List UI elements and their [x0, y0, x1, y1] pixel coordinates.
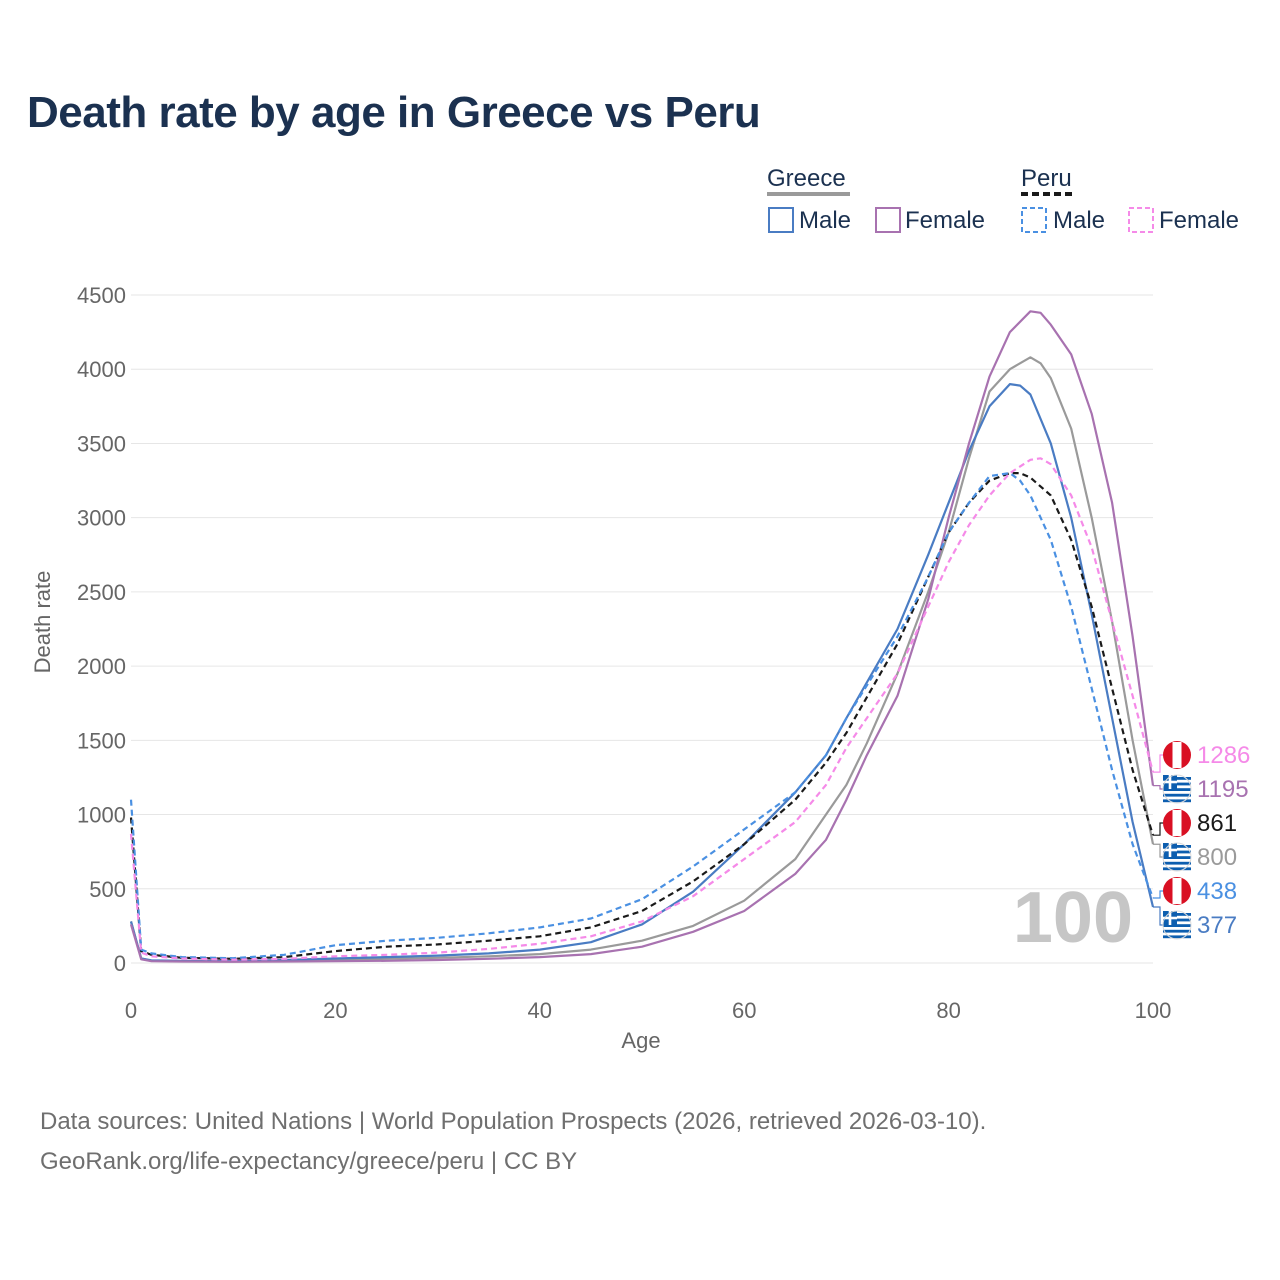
legend-peru-female-swatch[interactable]: [1128, 207, 1154, 233]
y-tick-label: 1500: [77, 728, 126, 753]
y-tick-label: 500: [89, 877, 126, 902]
legend-greece-male-swatch[interactable]: [768, 207, 794, 233]
legend-peru-heading: Peru: [1021, 165, 1072, 192]
x-tick-label: 40: [528, 998, 552, 1023]
y-tick-label: 4000: [77, 357, 126, 382]
end-value-label: 377: [1197, 912, 1237, 939]
legend-peru-female-label: Female: [1159, 207, 1239, 234]
chart-title: Death rate by age in Greece vs Peru: [27, 88, 761, 137]
y-ticks: 0 500 1000 1500 2000 2500 3000 3500 4000 4500: [77, 283, 126, 976]
y-tick-label: 1000: [77, 803, 126, 828]
peru-flag-icon: [1163, 809, 1191, 837]
x-ticks: 0 20 40 60 80 100: [125, 998, 1171, 1023]
series-lines: [129, 310, 1155, 963]
footer-credit[interactable]: GeoRank.org/life-expectancy/greece/peru …: [40, 1148, 578, 1175]
end-value-label: 1195: [1197, 776, 1249, 803]
legend-peru-male-label: Male: [1053, 207, 1105, 234]
x-tick-label: 100: [1135, 998, 1172, 1023]
x-tick-label: 80: [936, 998, 960, 1023]
y-tick-label: 2000: [77, 654, 126, 679]
legend-greece-heading: Greece: [767, 165, 846, 192]
end-value-label: 861: [1197, 810, 1237, 837]
series-line-peru-female[interactable]: [129, 457, 1155, 961]
footer-sources: Data sources: United Nations | World Pop…: [40, 1108, 987, 1135]
peru-flag-icon: [1163, 741, 1191, 769]
y-tick-label: 3000: [77, 506, 126, 531]
series-line-peru-total[interactable]: [129, 472, 1155, 960]
y-tick-label: 0: [114, 951, 126, 976]
year-watermark: 100: [1013, 878, 1133, 958]
legend: Greece Peru Male Female Male Female: [767, 165, 1239, 234]
series-line-peru-male[interactable]: [129, 472, 1155, 960]
legend-peru-male-swatch[interactable]: [1021, 207, 1047, 233]
y-axis-label: Death rate: [30, 571, 55, 674]
greece-flag-icon: [1162, 842, 1192, 872]
x-tick-label: 60: [732, 998, 756, 1023]
greece-flag-icon: [1162, 910, 1192, 940]
grid: [131, 294, 1153, 964]
series-line-greece-female[interactable]: [129, 310, 1155, 963]
x-tick-label: 0: [125, 998, 137, 1023]
greece-flag-icon: [1162, 774, 1192, 804]
legend-greece-female-label: Female: [905, 207, 985, 234]
legend-greece-male-label: Male: [799, 207, 851, 234]
y-tick-label: 2500: [77, 580, 126, 605]
end-value-label: 800: [1197, 844, 1237, 871]
end-labels: 1286 1195 861 800 438 377: [1153, 741, 1250, 940]
y-tick-label: 3500: [77, 431, 126, 456]
end-value-label: 438: [1197, 878, 1237, 905]
x-axis-label: Age: [621, 1028, 660, 1053]
series-line-greece-male[interactable]: [129, 383, 1155, 963]
legend-greece-female-swatch[interactable]: [875, 207, 901, 233]
peru-flag-icon: [1163, 877, 1191, 905]
x-tick-label: 20: [323, 998, 347, 1023]
y-tick-label: 4500: [77, 283, 126, 308]
end-value-label: 1286: [1197, 742, 1250, 769]
series-line-greece-total[interactable]: [129, 356, 1155, 963]
